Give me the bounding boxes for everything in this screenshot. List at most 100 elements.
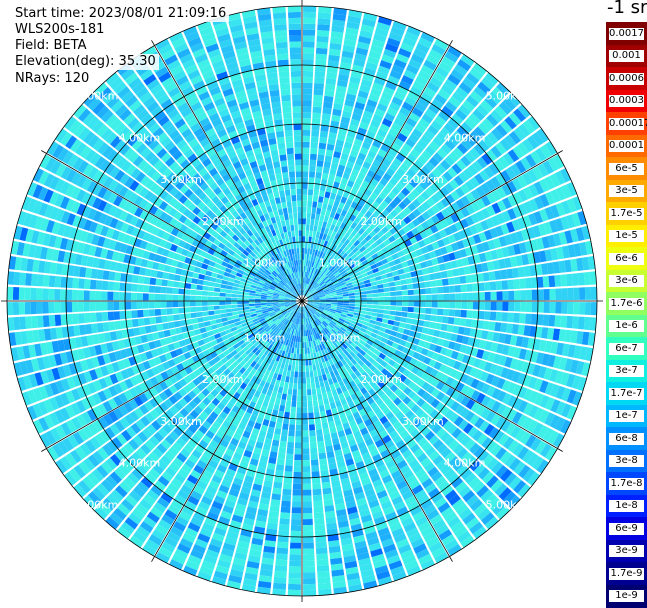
range-gate — [302, 442, 310, 449]
range-gate — [344, 231, 351, 239]
range-gate — [403, 122, 414, 133]
range-gate — [381, 246, 389, 254]
range-gate — [309, 424, 316, 431]
range-gate — [349, 274, 356, 280]
range-gate — [345, 211, 352, 220]
range-gate — [324, 505, 335, 513]
range-gate — [60, 301, 67, 313]
range-gate — [373, 76, 386, 86]
range-gate — [465, 192, 476, 203]
range-gate — [454, 309, 461, 317]
range-gate — [525, 289, 533, 301]
ray — [305, 72, 499, 297]
range-gate — [431, 98, 444, 110]
range-gate — [484, 72, 499, 86]
range-gate — [31, 273, 38, 287]
range-gate — [298, 365, 302, 372]
range-gate — [337, 227, 343, 235]
range-gate — [436, 315, 443, 323]
range-gate — [313, 294, 319, 298]
range-gate — [382, 282, 390, 288]
range-gate — [83, 290, 90, 301]
range-gate — [307, 297, 314, 300]
range-gate — [351, 113, 362, 122]
range-gate — [412, 198, 421, 208]
range-gate — [484, 301, 491, 311]
range-gate — [402, 143, 413, 153]
range-gate — [305, 353, 308, 360]
range-gate — [486, 261, 495, 271]
range-gate — [119, 282, 126, 292]
range-gate — [396, 167, 406, 177]
range-gate — [302, 124, 311, 131]
range-gate — [379, 60, 392, 70]
range-gate — [566, 273, 573, 287]
range-gate — [298, 377, 302, 384]
range-gate — [312, 364, 317, 371]
range-gate — [394, 205, 403, 214]
range-gate — [214, 309, 221, 315]
range-gate — [318, 258, 324, 265]
range-gate — [583, 271, 591, 286]
range-gate — [364, 252, 372, 259]
range-gate — [387, 191, 397, 200]
range-gate — [319, 272, 325, 278]
range-gate — [18, 287, 25, 300]
range-gate — [350, 149, 359, 158]
range-gate — [302, 194, 308, 201]
range-gate — [517, 324, 525, 336]
range-gate — [462, 77, 476, 90]
range-gate — [361, 231, 369, 239]
range-gate — [389, 70, 402, 80]
range-gate — [327, 256, 333, 263]
range-gate — [479, 169, 490, 182]
range-gate — [405, 183, 415, 193]
range-gate — [518, 189, 528, 202]
range-gate — [192, 272, 200, 279]
ray — [307, 256, 596, 301]
range-gate — [452, 325, 460, 334]
range-gate — [302, 70, 314, 78]
range-gate — [459, 275, 467, 284]
range-gate — [329, 288, 336, 292]
range-gate — [290, 530, 302, 537]
range-gate — [567, 344, 576, 358]
range-gate — [340, 177, 349, 186]
range-gate — [54, 289, 61, 301]
range-gate — [404, 253, 412, 261]
range-gate — [368, 93, 380, 103]
ray — [307, 301, 597, 316]
range-gate — [338, 183, 346, 191]
range-gate — [374, 27, 389, 37]
range-gate — [359, 287, 367, 292]
range-gate — [308, 189, 314, 196]
range-gate — [42, 288, 49, 300]
range-gate — [232, 286, 239, 291]
range-gate — [522, 119, 536, 134]
range-gate — [297, 342, 300, 349]
range-gate — [166, 308, 173, 315]
range-gate — [402, 37, 417, 48]
range-gate — [143, 317, 151, 326]
range-gate — [417, 239, 426, 248]
range-gate — [296, 407, 302, 414]
range-gate — [383, 262, 390, 269]
range-gate — [321, 285, 328, 290]
range-gate — [423, 59, 437, 71]
range-gate — [101, 311, 109, 322]
range-gate — [561, 200, 571, 215]
range-gate — [501, 312, 509, 322]
range-gate — [570, 258, 578, 272]
range-gate — [314, 237, 319, 244]
range-gate — [517, 217, 527, 230]
range-gate — [237, 291, 244, 295]
range-gate — [317, 290, 324, 294]
range-gate — [303, 566, 316, 573]
range-gate — [334, 239, 341, 247]
range-gate — [391, 240, 399, 248]
range-gate — [398, 210, 408, 219]
range-gate — [433, 264, 441, 273]
range-gate — [287, 388, 293, 395]
range-gate — [357, 152, 367, 161]
range-gate — [302, 76, 313, 83]
